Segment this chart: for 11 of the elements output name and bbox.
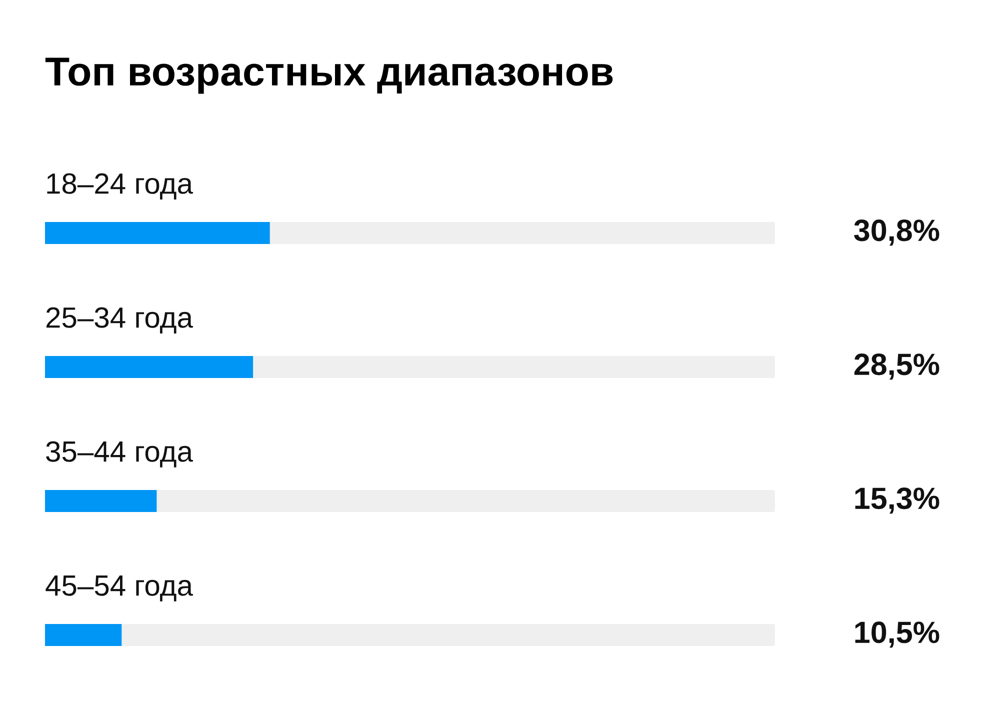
y-tick-label: 18–24 года (47, 173, 193, 200)
data-label: 28,5% (854, 354, 940, 380)
bar (45, 490, 157, 512)
bar (45, 624, 122, 646)
data-label: 10,5% (855, 622, 940, 648)
chart-title: Топ возрастных диапазонов (45, 58, 613, 94)
data-label: 30,8% (854, 220, 940, 246)
data-label: 15,3% (855, 488, 940, 514)
y-tick-label: 35–44 года (46, 441, 193, 468)
y-tick-label: 25–34 года (46, 307, 193, 334)
y-tick-label: 45–54 года (46, 576, 193, 602)
